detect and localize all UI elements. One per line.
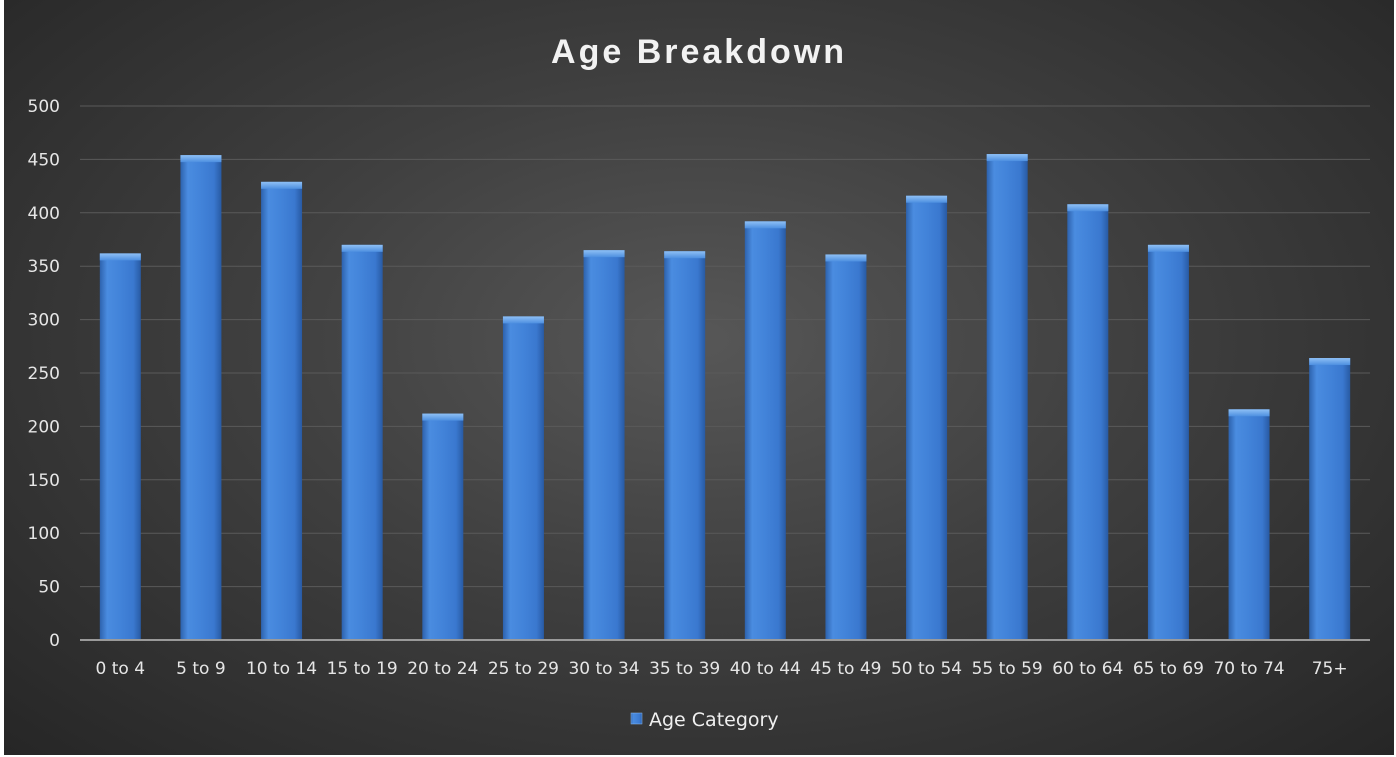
chart-area: Age Breakdown 0 50 100 150 200 250 300 350 400 45… xyxy=(4,0,1394,755)
bar-bevel xyxy=(744,221,786,229)
x-tick-label: 15 to 19 xyxy=(327,659,398,679)
bar-bevel xyxy=(341,244,383,252)
y-tick-label: 500 xyxy=(28,97,60,117)
legend-swatch xyxy=(630,712,643,725)
bar xyxy=(422,413,464,640)
y-tick-label: 0 xyxy=(49,631,60,651)
y-tick-label: 250 xyxy=(28,364,60,384)
bar-body xyxy=(664,251,706,641)
x-axis-ticks: 0 to 4 5 to 9 10 to 14 15 to 19 20 to 24 25 t… xyxy=(96,659,1348,679)
x-tick-label: 70 to 74 xyxy=(1213,659,1284,679)
bar xyxy=(180,155,222,641)
bar xyxy=(825,254,867,640)
bar-bevel xyxy=(906,195,948,203)
bars xyxy=(99,154,1351,641)
x-tick-label: 60 to 64 xyxy=(1052,659,1123,679)
bar-chart: Age Breakdown 0 50 100 150 200 250 300 350 400 45… xyxy=(28,33,1370,731)
bar-body xyxy=(1309,358,1351,640)
bar-body xyxy=(99,253,141,640)
bar-bevel xyxy=(825,254,867,262)
legend: Age Category xyxy=(630,709,779,731)
bar xyxy=(341,244,383,640)
y-tick-label: 150 xyxy=(28,471,60,491)
bar xyxy=(1147,244,1189,640)
x-tick-label: 20 to 24 xyxy=(407,659,478,679)
bar xyxy=(986,154,1028,640)
bar-body xyxy=(261,181,303,640)
bar-body xyxy=(583,250,625,640)
x-tick-label: 5 to 9 xyxy=(176,659,226,679)
bar-body xyxy=(986,154,1028,640)
bar xyxy=(261,181,303,640)
bar xyxy=(1309,358,1351,640)
x-tick-label: 45 to 49 xyxy=(810,659,881,679)
bar-bevel xyxy=(1309,358,1351,366)
bar xyxy=(1067,204,1109,641)
y-tick-label: 200 xyxy=(28,417,60,437)
x-tick-label: 30 to 34 xyxy=(568,659,639,679)
x-tick-label: 50 to 54 xyxy=(891,659,962,679)
bar-bevel xyxy=(986,154,1028,162)
x-tick-label: 25 to 29 xyxy=(488,659,559,679)
y-tick-label: 450 xyxy=(28,150,60,170)
bar xyxy=(906,195,948,640)
y-tick-label: 350 xyxy=(28,257,60,277)
bar xyxy=(744,221,786,640)
bar xyxy=(1228,409,1270,640)
bar xyxy=(664,251,706,641)
bar-bevel xyxy=(261,181,303,189)
legend-label: Age Category xyxy=(649,709,779,731)
bar-bevel xyxy=(99,253,141,261)
bar-bevel xyxy=(1228,409,1270,417)
bar-body xyxy=(744,221,786,640)
bar xyxy=(99,253,141,640)
bar-body xyxy=(422,413,464,640)
bar-bevel xyxy=(1147,244,1189,252)
bar-body xyxy=(1228,409,1270,640)
y-tick-label: 300 xyxy=(28,311,60,331)
x-tick-label: 55 to 59 xyxy=(972,659,1043,679)
chart-title: Age Breakdown xyxy=(551,33,847,71)
x-tick-label: 40 to 44 xyxy=(730,659,801,679)
bar-bevel xyxy=(422,413,464,421)
bar-body xyxy=(180,155,222,641)
bar-body xyxy=(906,195,948,640)
y-tick-label: 400 xyxy=(28,204,60,224)
bar xyxy=(583,250,625,640)
bar-bevel xyxy=(1067,204,1109,212)
bar xyxy=(502,316,544,640)
y-axis-ticks: 0 50 100 150 200 250 300 350 400 450 500 xyxy=(28,97,60,651)
y-tick-label: 100 xyxy=(28,524,60,544)
bar-body xyxy=(825,254,867,640)
x-tick-label: 0 to 4 xyxy=(96,659,146,679)
x-tick-label: 75+ xyxy=(1312,659,1348,679)
bar-body xyxy=(341,244,383,640)
x-tick-label: 35 to 39 xyxy=(649,659,720,679)
bar-bevel xyxy=(180,155,222,163)
bar-body xyxy=(1067,204,1109,641)
x-tick-label: 65 to 69 xyxy=(1133,659,1204,679)
y-tick-label: 50 xyxy=(38,578,60,598)
bar-body xyxy=(1147,244,1189,640)
bar-bevel xyxy=(502,316,544,324)
x-tick-label: 10 to 14 xyxy=(246,659,317,679)
bar-bevel xyxy=(664,251,706,259)
bar-bevel xyxy=(583,250,625,258)
bar-body xyxy=(502,316,544,640)
